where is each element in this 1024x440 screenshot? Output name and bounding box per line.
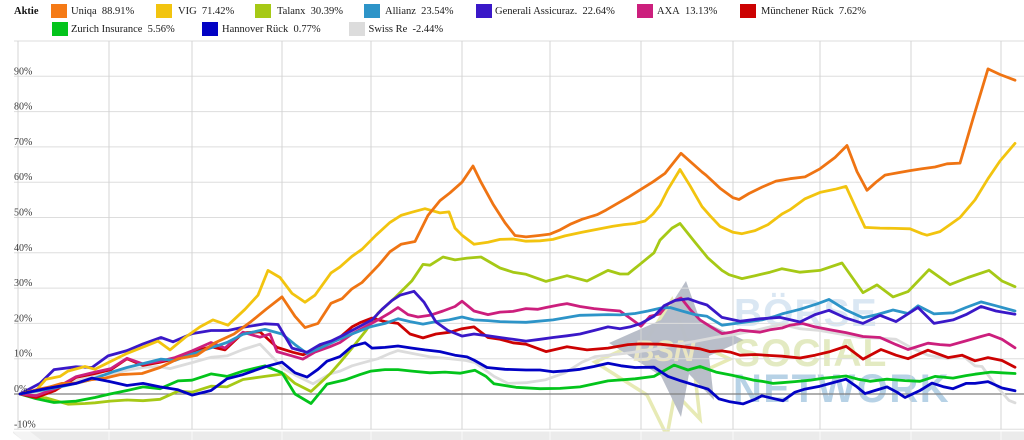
svg-text:30%: 30%	[14, 278, 32, 289]
svg-text:40%: 40%	[14, 243, 32, 254]
svg-text:50%: 50%	[14, 208, 32, 219]
svg-text:70%: 70%	[14, 137, 32, 148]
svg-text:10%: 10%	[14, 349, 32, 360]
svg-text:60%: 60%	[14, 172, 32, 183]
svg-text:90%: 90%	[14, 66, 32, 77]
svg-text:-10%: -10%	[14, 419, 36, 430]
svg-text:20%: 20%	[14, 313, 32, 324]
svg-text:80%: 80%	[14, 102, 32, 113]
svg-text:NETWORK: NETWORK	[733, 367, 950, 411]
svg-text:0%: 0%	[14, 384, 27, 395]
